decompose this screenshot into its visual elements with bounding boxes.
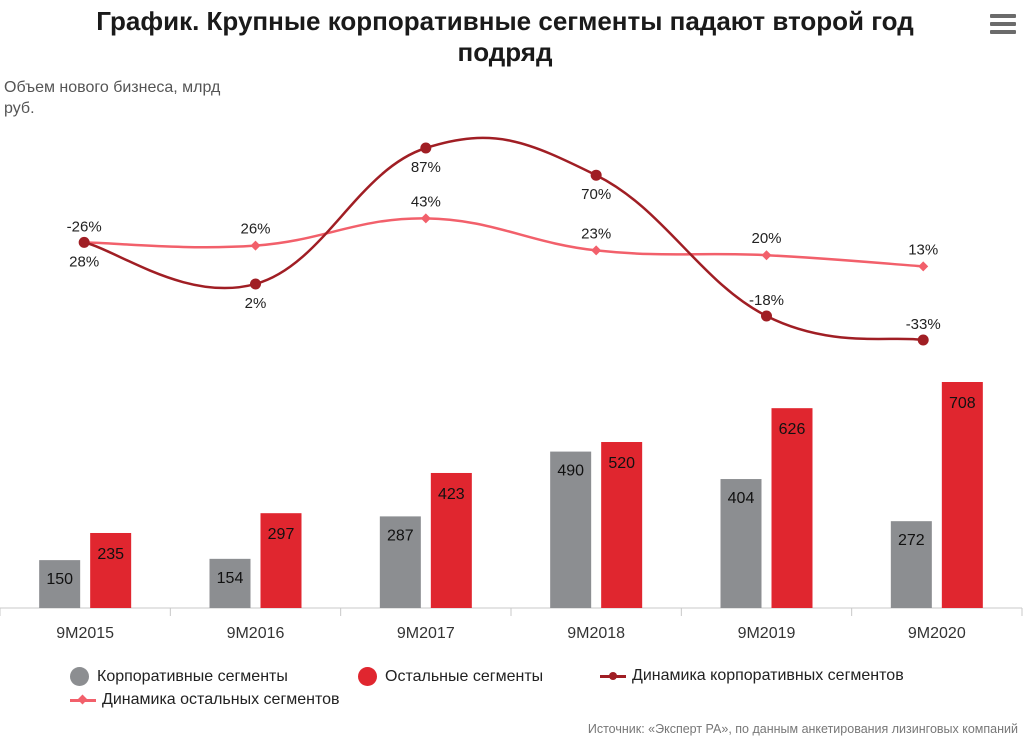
legend-swatch-corporate-dynamics	[600, 670, 626, 682]
bar-corporate[interactable]	[550, 451, 592, 608]
point-other-dynamics[interactable]	[591, 245, 602, 256]
legend-item-corporate-dynamics[interactable]: Динамика корпоративных сегментов	[600, 667, 904, 685]
bar-other[interactable]	[430, 472, 472, 608]
bar-corporate[interactable]	[890, 521, 932, 608]
bar-other[interactable]	[771, 408, 813, 608]
chart-title: График. Крупные корпоративные сегменты п…	[96, 6, 914, 67]
point-corporate-dynamics[interactable]	[78, 236, 90, 248]
legend-label-other: Остальные сегменты	[385, 667, 544, 685]
bar-other[interactable]	[90, 532, 132, 608]
point-other-dynamics[interactable]	[918, 261, 929, 272]
bar-value-label-other: 520	[608, 455, 635, 472]
legend-item-corporate[interactable]: Корпоративные сегменты	[70, 667, 288, 686]
x-tick-label: 9М2018	[567, 625, 625, 642]
data-label-other-dynamics: 26%	[240, 221, 270, 238]
bar-value-label-corporate: 287	[387, 527, 414, 544]
legend-label-other-dynamics: Динамика остальных сегментов	[102, 691, 340, 708]
y-axis-label: Объем нового бизнеса, млрд руб.	[4, 79, 221, 117]
bar-other[interactable]	[941, 382, 983, 608]
data-label-corporate-dynamics: -18%	[749, 292, 784, 309]
legend-swatch-corporate	[70, 667, 89, 686]
bar-value-label-other: 297	[268, 526, 295, 543]
data-label-corporate-dynamics: 70%	[581, 186, 611, 203]
bar-value-label-corporate: 404	[728, 490, 755, 507]
bar-other[interactable]	[601, 442, 643, 608]
data-label-corporate-dynamics: 87%	[411, 159, 441, 176]
line-corporate-dynamics	[83, 136, 924, 342]
bar-value-label-corporate: 150	[46, 571, 73, 588]
bar-value-label-corporate: 272	[898, 532, 925, 549]
point-corporate-dynamics[interactable]	[590, 169, 602, 181]
bar-value-label-other: 235	[97, 546, 124, 563]
point-other-dynamics[interactable]	[761, 250, 772, 261]
point-corporate-dynamics[interactable]	[250, 278, 261, 290]
bar-value-label-other: 708	[949, 395, 976, 412]
point-corporate-dynamics[interactable]	[420, 142, 432, 154]
line-other-dynamics	[84, 217, 924, 268]
point-other-dynamics[interactable]	[250, 240, 261, 251]
bar-value-label-corporate: 490	[557, 463, 584, 480]
x-tick-label: 9М2020	[908, 625, 966, 642]
data-label-other-dynamics: 13%	[908, 241, 938, 258]
x-tick-label: 9М2016	[227, 625, 285, 642]
data-label-corporate-dynamics: -33%	[906, 316, 941, 333]
data-label-corporate-dynamics: -26%	[67, 218, 102, 235]
bar-value-label-corporate: 154	[217, 570, 244, 587]
source-note: Источник: «Эксперт РА», по данным анкети…	[587, 722, 1018, 736]
legend-swatch-other-dynamics	[70, 694, 96, 706]
data-label-other-dynamics: 23%	[581, 225, 611, 242]
bar-corporate[interactable]	[720, 479, 762, 608]
point-corporate-dynamics[interactable]	[761, 310, 772, 322]
data-label-corporate-dynamics: 2%	[245, 295, 267, 312]
legend-swatch-other	[358, 667, 377, 686]
data-label-other-dynamics: 43%	[411, 193, 441, 210]
data-label-other-dynamics: 20%	[751, 230, 781, 247]
hamburger-menu-icon[interactable]	[990, 14, 1016, 36]
data-label-other-dynamics: 28%	[69, 253, 99, 270]
legend-label-corporate: Корпоративные сегменты	[97, 667, 288, 685]
x-tick-label: 9М2015	[56, 625, 114, 642]
bar-corporate[interactable]	[209, 558, 251, 608]
point-corporate-dynamics[interactable]	[917, 334, 929, 346]
bar-corporate[interactable]	[379, 516, 421, 608]
x-tick-label: 9М2019	[738, 625, 796, 642]
bar-other[interactable]	[260, 513, 302, 608]
legend-item-other-dynamics[interactable]: Динамика остальных сегментов	[70, 691, 340, 709]
bar-corporate[interactable]	[39, 560, 81, 608]
bar-value-label-other: 423	[438, 486, 465, 503]
x-tick-label: 9М2017	[397, 625, 455, 642]
legend-item-other[interactable]: Остальные сегменты	[358, 667, 543, 686]
legend-label-corporate-dynamics: Динамика корпоративных сегментов	[632, 667, 904, 684]
point-other-dynamics[interactable]	[420, 213, 431, 224]
bar-value-label-other: 626	[779, 421, 806, 438]
